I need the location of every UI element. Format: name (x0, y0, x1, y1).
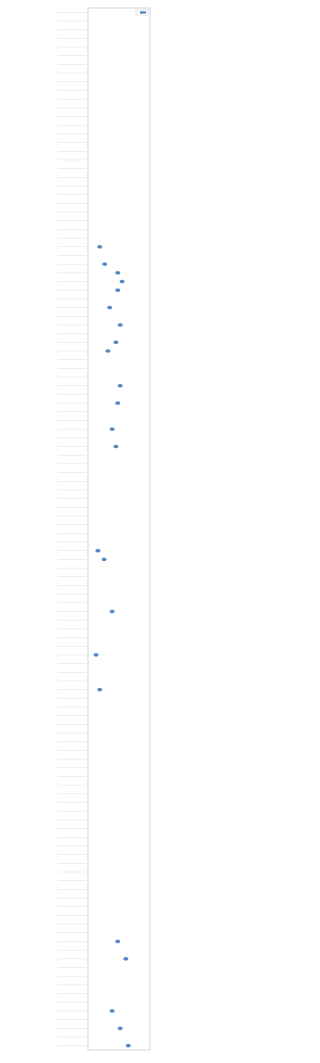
chart (58, 7, 151, 1051)
dot (123, 957, 129, 961)
dot (102, 262, 108, 266)
dot (117, 383, 123, 388)
dot (105, 349, 111, 353)
dot (113, 444, 119, 449)
plot-frame (87, 7, 151, 1051)
dot (115, 939, 121, 944)
dot (107, 305, 113, 310)
dot (109, 609, 115, 614)
dot (117, 323, 123, 327)
dot (93, 653, 99, 657)
dot (125, 1043, 131, 1048)
dot (119, 279, 125, 284)
dot (101, 557, 107, 562)
dot (109, 1009, 115, 1013)
dot (115, 288, 121, 293)
dot (97, 687, 103, 692)
dot (117, 1026, 123, 1031)
legend-swatch (140, 11, 146, 14)
dot (115, 271, 121, 275)
dot (95, 548, 101, 553)
dot (109, 427, 115, 431)
dot (97, 244, 103, 249)
dot (115, 401, 121, 405)
dot (113, 340, 119, 345)
